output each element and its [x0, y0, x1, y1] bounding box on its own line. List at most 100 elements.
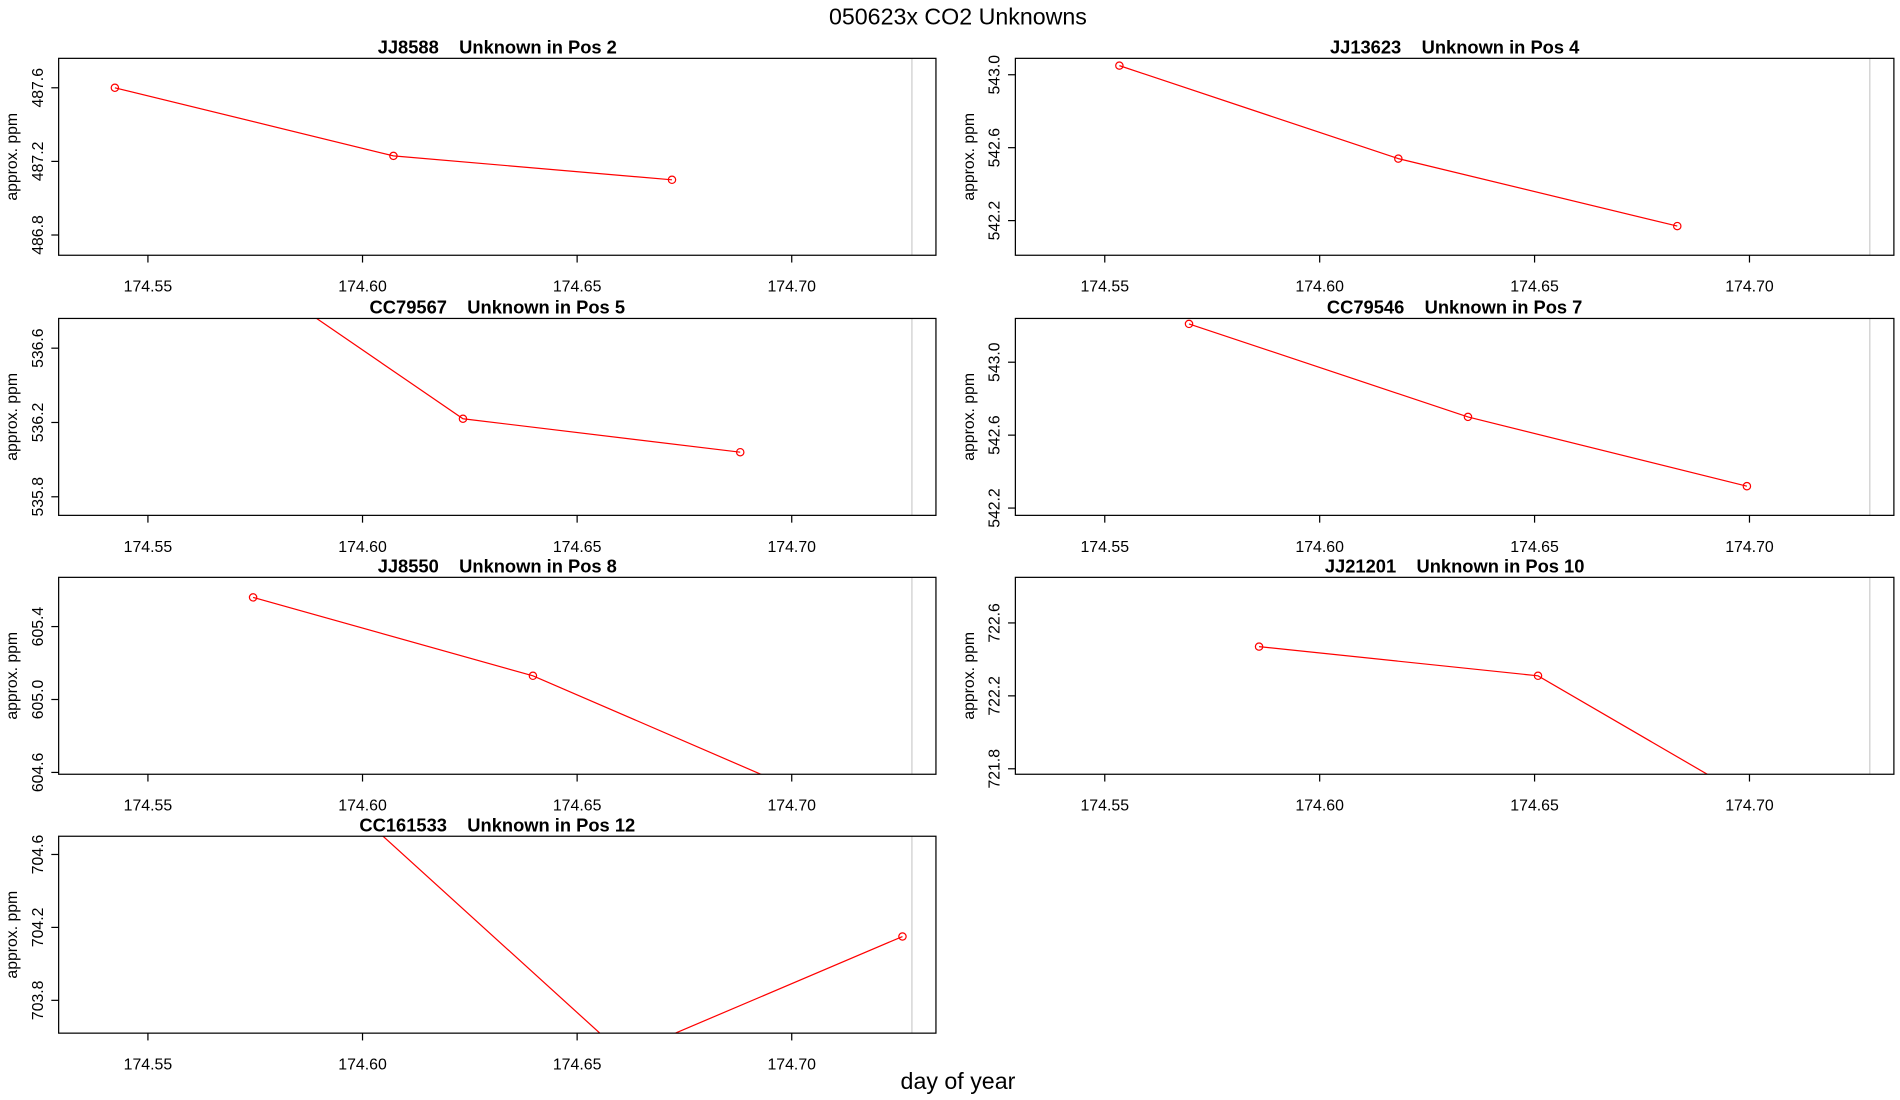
plot-data [110, 83, 677, 185]
y-tick-label: 605.0 [30, 680, 47, 720]
x-tick-label: 174.60 [338, 539, 387, 556]
plot-data [382, 836, 907, 1058]
x-tick-label: 174.55 [124, 1057, 173, 1074]
y-axis-label: approx. ppm [961, 373, 978, 461]
data-point [1254, 642, 1264, 651]
data-point [458, 414, 468, 424]
x-tick-label: 174.70 [767, 798, 816, 815]
data-point [1672, 221, 1682, 231]
panel-title: JJ21201 Unknown in Pos 10 [1325, 556, 1585, 577]
y-tick-label: 543.0 [986, 342, 1003, 382]
data-point [1742, 481, 1752, 491]
x-tick-label: 174.60 [1295, 279, 1344, 296]
y-tick-label: 543.0 [986, 55, 1003, 95]
data-point [1184, 319, 1194, 329]
y-tick-label: 536.6 [30, 328, 47, 368]
data-line [114, 87, 673, 181]
data-point [389, 151, 398, 161]
x-tick-label: 174.60 [338, 1057, 387, 1074]
plot-data [248, 593, 763, 775]
data-point [1115, 61, 1124, 70]
panel-title: JJ13623 Unknown in Pos 4 [1330, 37, 1580, 58]
data-point [1533, 671, 1543, 681]
data-line [1259, 646, 1709, 775]
y-axis-label: approx. ppm [4, 632, 21, 720]
y-tick-label: 487.6 [30, 68, 47, 108]
y-axis-label: approx. ppm [4, 891, 21, 979]
y-tick-label: 536.2 [30, 403, 47, 443]
data-point [1463, 412, 1473, 422]
panel-title: CC161533 Unknown in Pos 12 [359, 814, 635, 835]
x-tick-label: 174.65 [553, 1057, 602, 1074]
y-tick-label: 542.2 [986, 488, 1003, 528]
y-tick-label: 703.8 [30, 980, 47, 1020]
y-tick-label: 704.6 [30, 835, 47, 875]
y-tick-label: 605.4 [30, 607, 47, 647]
panel-title: CC79546 Unknown in Pos 7 [1327, 297, 1582, 318]
x-axis-label: day of year [901, 1068, 1016, 1094]
data-point [735, 447, 745, 457]
y-axis-label: approx. ppm [4, 373, 21, 461]
x-tick-label: 174.60 [1295, 539, 1344, 556]
data-line [382, 836, 903, 1034]
y-tick-label: 721.8 [986, 749, 1003, 789]
plot-data [1115, 61, 1682, 231]
data-line [1188, 323, 1748, 487]
y-tick-label: 604.6 [30, 752, 47, 792]
plot-frame [1014, 576, 1895, 775]
x-tick-label: 174.65 [553, 279, 602, 296]
data-line [315, 318, 741, 453]
x-tick-label: 174.55 [124, 798, 173, 815]
x-tick-label: 174.70 [1725, 539, 1774, 556]
data-point [528, 671, 538, 681]
plot-data [1254, 642, 1820, 841]
data-point [1394, 154, 1403, 163]
data-point [110, 83, 120, 93]
plot-data [1184, 319, 1752, 491]
x-tick-label: 174.60 [1295, 798, 1344, 815]
x-tick-label: 174.55 [1080, 279, 1129, 296]
x-tick-label: 174.60 [338, 279, 387, 296]
x-tick-label: 174.70 [1725, 798, 1774, 815]
x-tick-label: 174.55 [1080, 539, 1129, 556]
x-tick-label: 174.55 [1080, 798, 1129, 815]
y-tick-label: 542.2 [986, 201, 1003, 241]
data-line [1119, 65, 1678, 227]
panel-title: JJ8550 Unknown in Pos 8 [378, 556, 617, 577]
x-tick-label: 174.70 [767, 1057, 816, 1074]
x-tick-label: 174.55 [124, 279, 173, 296]
y-tick-label: 486.8 [30, 215, 47, 255]
x-tick-label: 174.70 [767, 539, 816, 556]
x-tick-label: 174.70 [767, 279, 816, 296]
data-point [1813, 834, 1820, 841]
data-point [248, 593, 258, 602]
x-tick-label: 174.55 [124, 539, 173, 556]
data-point [183, 226, 190, 233]
data-line [252, 596, 763, 775]
plot-frame [1014, 317, 1895, 516]
y-axis-label: approx. ppm [961, 632, 978, 720]
y-tick-label: 722.2 [986, 676, 1003, 716]
y-tick-label: 722.6 [986, 603, 1003, 643]
y-axis-label: approx. ppm [4, 113, 21, 201]
data-point [620, 1051, 627, 1058]
y-tick-label: 542.6 [986, 415, 1003, 455]
x-tick-label: 174.65 [553, 539, 602, 556]
plot-frame [58, 835, 937, 1034]
figure-title: 050623x CO2 Unknowns [829, 3, 1087, 29]
data-point [898, 932, 907, 941]
panel-title: CC79567 Unknown in Pos 5 [370, 297, 625, 318]
plot-frame [58, 576, 937, 775]
panel-title: JJ8588 Unknown in Pos 2 [378, 37, 617, 58]
plot-frame [58, 57, 937, 256]
y-tick-label: 535.8 [30, 477, 47, 517]
data-point [667, 175, 677, 185]
x-tick-label: 174.70 [1725, 279, 1774, 296]
x-tick-label: 174.65 [1510, 539, 1559, 556]
plot-data [183, 226, 745, 457]
y-tick-label: 487.2 [30, 142, 47, 182]
y-tick-label: 542.6 [986, 128, 1003, 168]
x-tick-label: 174.65 [1510, 279, 1559, 296]
